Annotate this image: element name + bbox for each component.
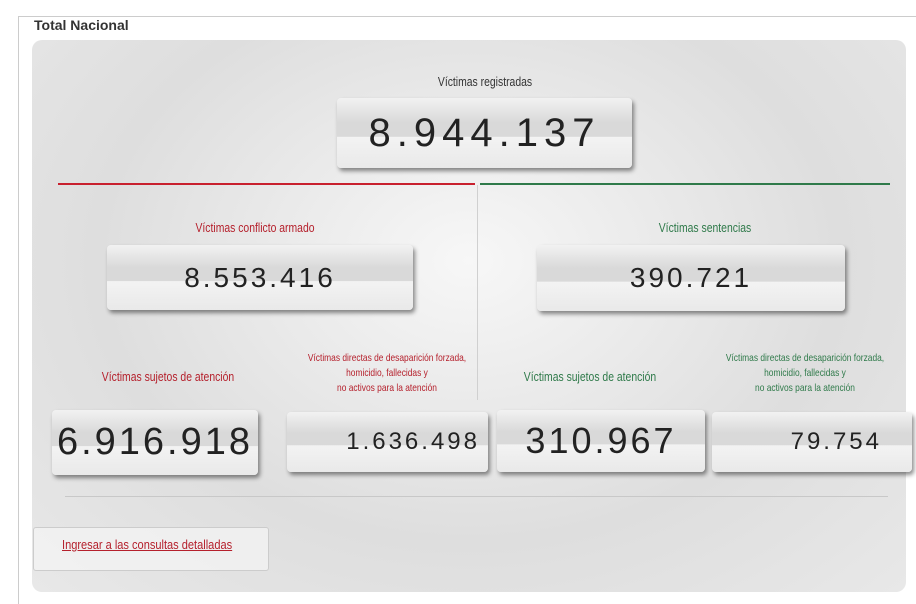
divider — [480, 183, 890, 185]
legend: Total Nacional — [30, 17, 133, 33]
value-box: 6.916.918 — [52, 410, 258, 475]
label: Víctimas registradas — [437, 74, 533, 89]
separator — [477, 185, 478, 400]
label-line: no activos para la atención — [337, 382, 437, 394]
divider — [58, 183, 475, 185]
label-line: Víctimas directas de desaparición forzad… — [307, 352, 467, 364]
label: Víctimas sujetos de atención — [523, 369, 657, 384]
label-line: homicidio, fallecidas y — [346, 367, 428, 379]
label-line: no activos para la atención — [755, 382, 855, 394]
value-box: 8.944.137 — [337, 98, 632, 168]
label-line: homicidio, fallecidas y — [764, 367, 846, 379]
value-box: 79.754 — [712, 412, 912, 472]
fieldset — [18, 16, 916, 604]
label: Víctimas sentencias — [658, 220, 752, 235]
value-box: 1.636.498 — [287, 412, 488, 472]
link[interactable]: Ingresar a las consultas detalladas — [62, 537, 233, 552]
label: Víctimas sujetos de atención — [101, 369, 235, 384]
divider — [65, 496, 888, 497]
value-box: 390.721 — [537, 245, 845, 311]
label: Víctimas conflicto armado — [195, 220, 315, 235]
label-line: Víctimas directas de desaparición forzad… — [725, 352, 885, 364]
value-box: 310.967 — [497, 410, 705, 472]
label: Víctimas directas de desaparición forzad… — [287, 351, 487, 396]
label: Víctimas directas de desaparición forzad… — [705, 351, 905, 396]
value-box: 8.553.416 — [107, 245, 413, 310]
link-button[interactable]: Ingresar a las consultas detalladas — [33, 527, 269, 571]
